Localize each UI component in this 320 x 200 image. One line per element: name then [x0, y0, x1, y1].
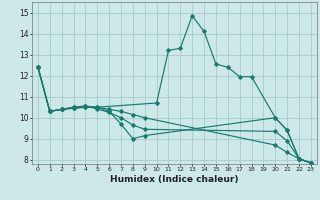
X-axis label: Humidex (Indice chaleur): Humidex (Indice chaleur)	[110, 175, 239, 184]
